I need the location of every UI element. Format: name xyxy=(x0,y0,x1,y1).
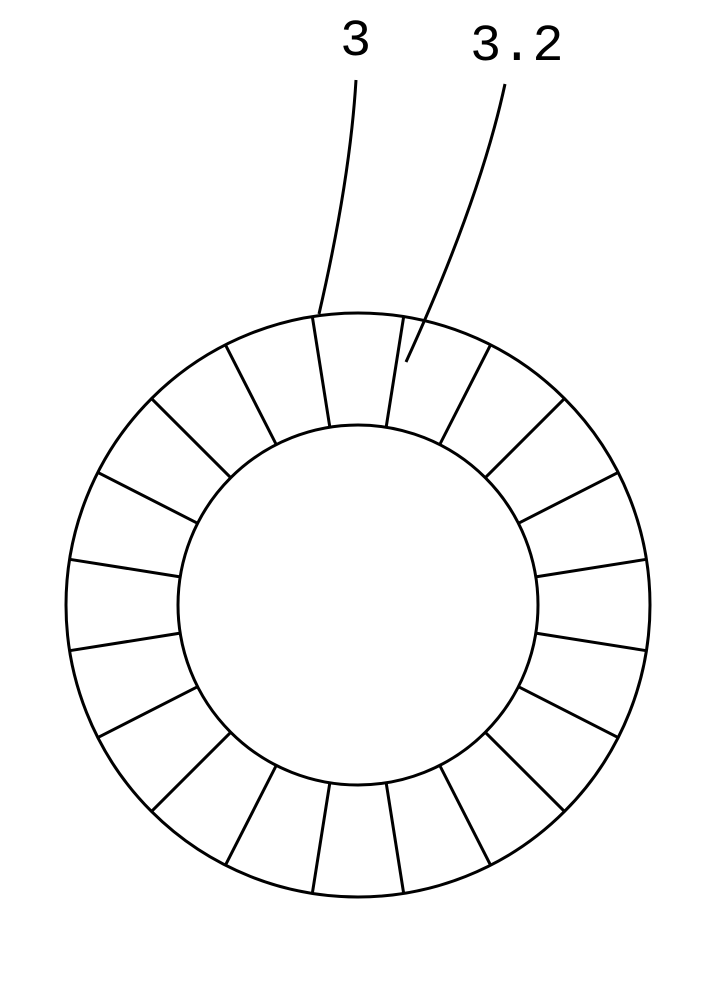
leader-a xyxy=(319,80,356,314)
label-a: 3 xyxy=(340,12,371,71)
ring-inner xyxy=(178,425,538,785)
label-b: 3.2 xyxy=(470,17,564,76)
